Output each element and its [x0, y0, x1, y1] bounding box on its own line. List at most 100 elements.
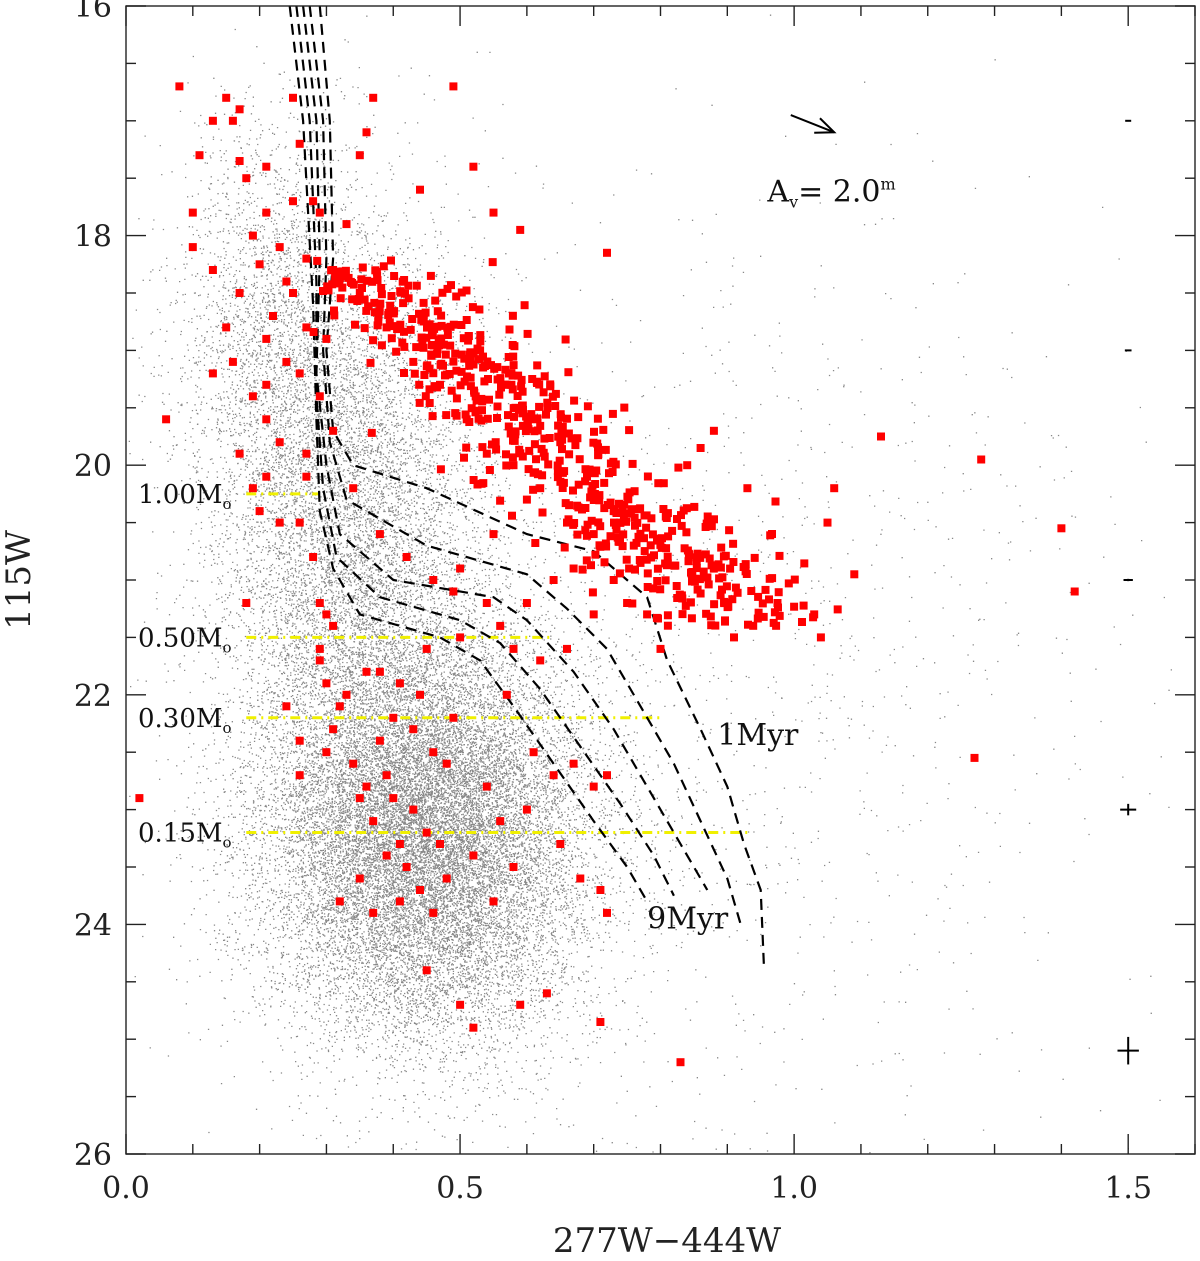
member-star [222, 323, 231, 332]
member-star [377, 284, 386, 292]
member-star [556, 433, 565, 442]
member-star [600, 558, 609, 567]
member-star [451, 409, 460, 418]
member-star [362, 667, 371, 676]
member-star [668, 526, 677, 535]
member-star [631, 521, 639, 530]
member-star [625, 564, 634, 573]
member-star [741, 560, 750, 569]
member-star [315, 656, 324, 665]
member-star [1057, 524, 1066, 533]
member-star [531, 539, 540, 547]
member-star [387, 292, 396, 300]
member-star [497, 383, 505, 392]
member-star [774, 588, 783, 597]
member-star [362, 128, 371, 137]
member-star [630, 487, 639, 496]
member-star [309, 328, 318, 336]
member-star [670, 561, 679, 570]
member-star [723, 598, 731, 607]
member-star [363, 276, 372, 285]
member-star [248, 484, 257, 493]
member-star [335, 897, 344, 906]
member-star [557, 413, 565, 422]
member-star [527, 410, 536, 419]
member-star [759, 612, 768, 621]
member-star [466, 382, 475, 391]
member-star [640, 547, 649, 556]
member-star [538, 471, 547, 480]
member-star [322, 610, 331, 619]
y-tick-label: 26 [74, 1138, 112, 1173]
member-star [556, 477, 565, 486]
isochrone-line [308, 5, 742, 925]
y-tick-label: 18 [74, 220, 112, 255]
member-star [674, 463, 683, 472]
member-star [415, 309, 423, 318]
member-star [433, 383, 442, 392]
member-star [419, 310, 428, 319]
isochrone-line [318, 5, 766, 971]
member-star [850, 570, 859, 579]
member-star [790, 602, 799, 611]
member-star [522, 412, 531, 421]
member-star [721, 551, 730, 560]
member-star [492, 445, 501, 454]
member-star [595, 491, 604, 500]
member-star [282, 277, 291, 286]
member-star [717, 543, 726, 552]
member-star [369, 336, 378, 345]
member-star [415, 380, 424, 389]
member-star [412, 343, 421, 352]
member-star [583, 402, 592, 411]
member-star [469, 476, 478, 484]
member-star [523, 420, 532, 429]
member-star [614, 537, 623, 546]
member-star [302, 323, 311, 332]
member-star [680, 544, 689, 553]
member-star [438, 288, 447, 297]
member-star [482, 782, 491, 791]
member-star [573, 434, 582, 443]
member-star [775, 611, 784, 620]
member-star [588, 588, 597, 597]
member-star [563, 644, 571, 653]
member-star [686, 598, 695, 607]
member-star [452, 394, 461, 403]
member-star [561, 335, 570, 344]
member-star [610, 518, 618, 527]
member-star [502, 461, 511, 470]
member-star [329, 426, 338, 435]
member-star [262, 472, 271, 481]
member-star [730, 633, 738, 642]
member-star [663, 552, 672, 561]
member-star [711, 621, 720, 630]
member-star [583, 520, 592, 529]
y-axis-title: 115W [0, 530, 39, 630]
member-star [175, 82, 184, 91]
member-star [606, 459, 615, 468]
member-star [707, 561, 716, 570]
member-star [768, 574, 777, 583]
member-star [329, 621, 338, 630]
member-star [643, 472, 652, 481]
member-star [462, 316, 471, 324]
member-star [315, 208, 324, 217]
member-star [656, 644, 665, 653]
member-star [775, 551, 784, 560]
member-star [615, 569, 624, 578]
member-star [275, 518, 284, 527]
member-star [548, 392, 557, 401]
member-star [619, 530, 628, 539]
member-star [443, 284, 452, 293]
member-star [496, 496, 505, 505]
member-star [877, 432, 885, 441]
member-star [652, 613, 661, 622]
member-star [382, 323, 391, 332]
member-star [784, 579, 793, 588]
member-star [355, 794, 364, 803]
member-star [533, 414, 542, 423]
member-star [517, 375, 526, 384]
mass-line-label: 0.30Mo [138, 704, 232, 737]
member-star [710, 600, 719, 609]
